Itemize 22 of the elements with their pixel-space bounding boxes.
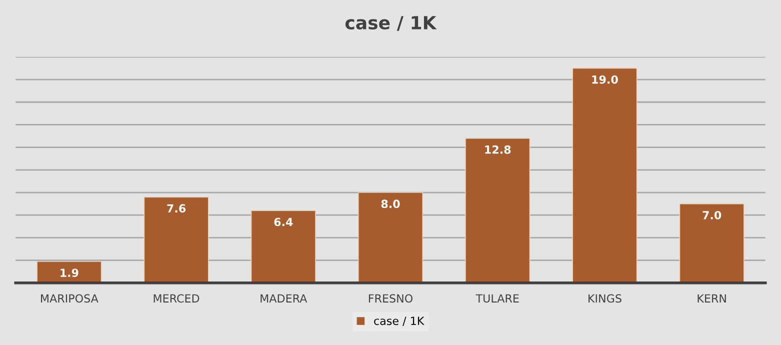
data-label: 1.9	[60, 268, 78, 277]
legend-label: case / 1K	[374, 316, 424, 326]
x-tick-label: MARIPOSA	[41, 294, 98, 303]
data-label: 7.0	[702, 210, 722, 220]
bar	[465, 138, 530, 283]
data-label: 19.0	[592, 75, 618, 84]
data-label: 7.6	[167, 204, 186, 213]
bar	[572, 68, 638, 283]
data-label: 8.0	[381, 200, 400, 208]
chart-title: case / 1K	[345, 16, 437, 31]
data-label: 12.8	[485, 145, 511, 154]
x-tick-label: MADERA	[260, 294, 308, 302]
bar	[144, 196, 209, 283]
x-tick-label: MERCED	[154, 294, 200, 303]
x-tick-label: KERN	[698, 294, 726, 302]
x-tick-label: TULARE	[476, 294, 519, 303]
bar	[358, 192, 424, 283]
x-tick-label: KINGS	[588, 294, 622, 303]
bar	[679, 203, 744, 283]
bar	[250, 210, 316, 283]
data-label: 6.4	[274, 218, 293, 226]
x-tick-label: FRESNO	[368, 294, 412, 303]
